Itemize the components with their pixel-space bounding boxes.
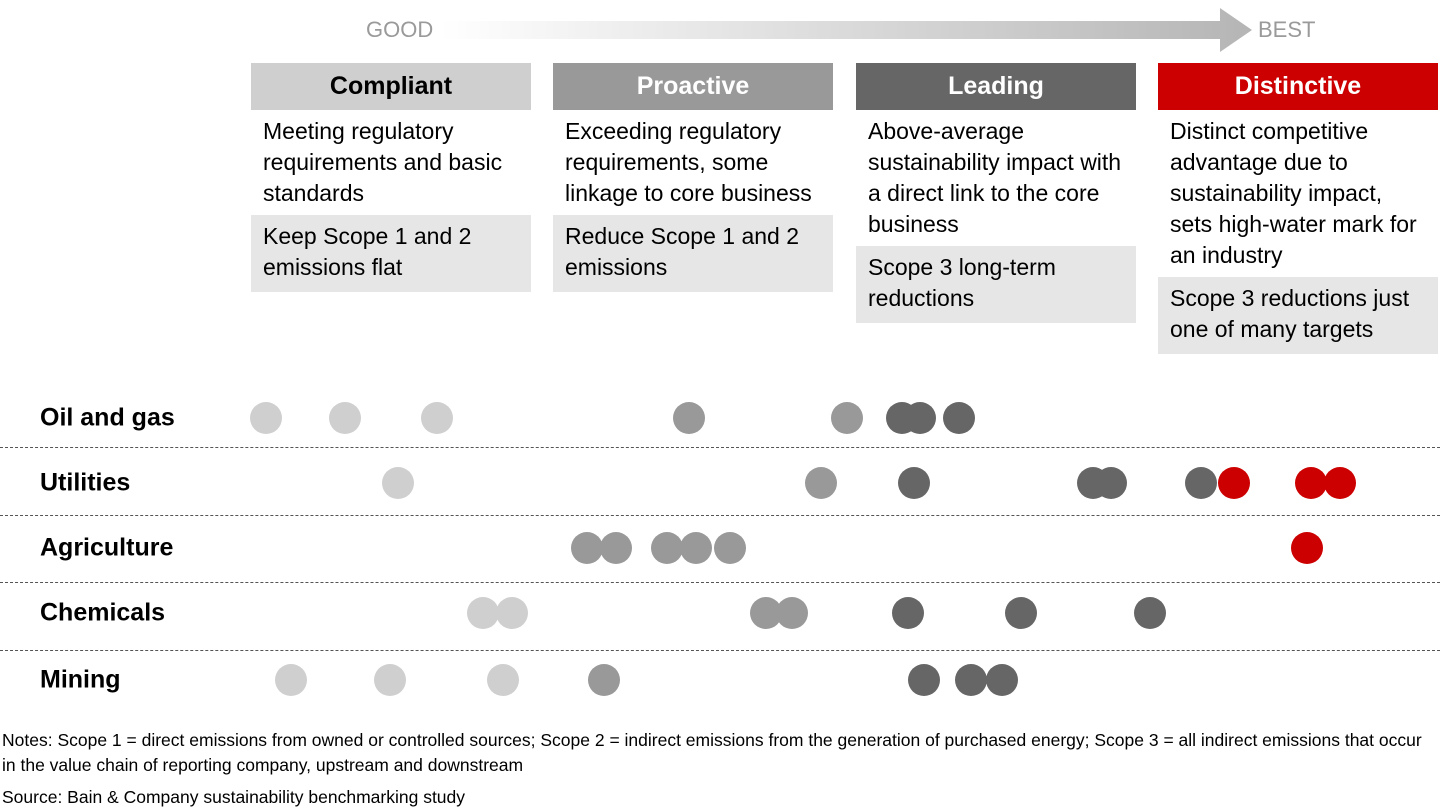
industry-label: Oil and gas: [40, 403, 175, 432]
company-dot: [1324, 467, 1356, 499]
company-dot: [571, 532, 603, 564]
company-dot: [680, 532, 712, 564]
stage-target: Keep Scope 1 and 2 emissions flat: [251, 215, 531, 292]
scale-end-label: BEST: [1258, 17, 1316, 42]
row-divider: [0, 650, 1440, 651]
row-divider: [0, 515, 1440, 516]
scale-start-label: GOOD: [366, 17, 434, 42]
stage-column-leading: Leading Above-average sustainability imp…: [856, 63, 1136, 323]
stage-title: Proactive: [553, 63, 833, 110]
company-dot: [600, 532, 632, 564]
company-dot: [275, 664, 307, 696]
company-dot: [1095, 467, 1127, 499]
company-dot: [714, 532, 746, 564]
company-dot: [1218, 467, 1250, 499]
company-dot: [250, 402, 282, 434]
stage-target: Scope 3 reductions just one of many targ…: [1158, 277, 1438, 354]
company-dot: [673, 402, 705, 434]
company-dot: [1295, 467, 1327, 499]
company-dot: [1291, 532, 1323, 564]
company-dot: [892, 597, 924, 629]
industry-label: Chemicals: [40, 598, 166, 627]
stage-title: Distinctive: [1158, 63, 1438, 110]
industry-label: Agriculture: [40, 533, 174, 562]
source-note: Source: Bain & Company sustainability be…: [2, 787, 466, 807]
stage-title: Compliant: [251, 63, 531, 110]
notes: Notes: Scope 1 = direct emissions from o…: [2, 730, 1422, 775]
company-dot: [955, 664, 987, 696]
stage-description: Meeting regulatory requirements and basi…: [263, 118, 503, 206]
stage-column-compliant: Compliant Meeting regulatory requirement…: [251, 63, 531, 292]
company-dot: [329, 402, 361, 434]
company-dot: [986, 664, 1018, 696]
row-divider: [0, 447, 1440, 448]
stage-title: Leading: [856, 63, 1136, 110]
stage-description: Distinct competitive advantage due to su…: [1170, 118, 1417, 268]
stage-target: Scope 3 long-term reductions: [856, 246, 1136, 323]
company-dot: [1005, 597, 1037, 629]
stage-description: Exceeding regulatory requirements, some …: [565, 118, 812, 206]
company-dot: [588, 664, 620, 696]
company-dot: [776, 597, 808, 629]
stage-column-proactive: Proactive Exceeding regulatory requireme…: [553, 63, 833, 292]
industry-label: Utilities: [40, 468, 131, 497]
stage-description: Above-average sustainability impact with…: [868, 118, 1122, 237]
company-dot: [421, 402, 453, 434]
scale-arrow-icon: [440, 8, 1252, 52]
company-dot: [487, 664, 519, 696]
company-dot: [374, 664, 406, 696]
company-dot: [943, 402, 975, 434]
stage-target: Reduce Scope 1 and 2 emissions: [553, 215, 833, 292]
company-dot: [831, 402, 863, 434]
company-dot: [908, 664, 940, 696]
company-dot: [805, 467, 837, 499]
company-dot: [1185, 467, 1217, 499]
company-dot: [1134, 597, 1166, 629]
row-divider: [0, 582, 1440, 583]
stage-column-distinctive: Distinctive Distinct competitive advanta…: [1158, 63, 1438, 354]
company-dot: [467, 597, 499, 629]
company-dot: [382, 467, 414, 499]
company-dot: [496, 597, 528, 629]
company-dot: [898, 467, 930, 499]
company-dot: [904, 402, 936, 434]
industry-label: Mining: [40, 665, 121, 694]
company-dot: [651, 532, 683, 564]
